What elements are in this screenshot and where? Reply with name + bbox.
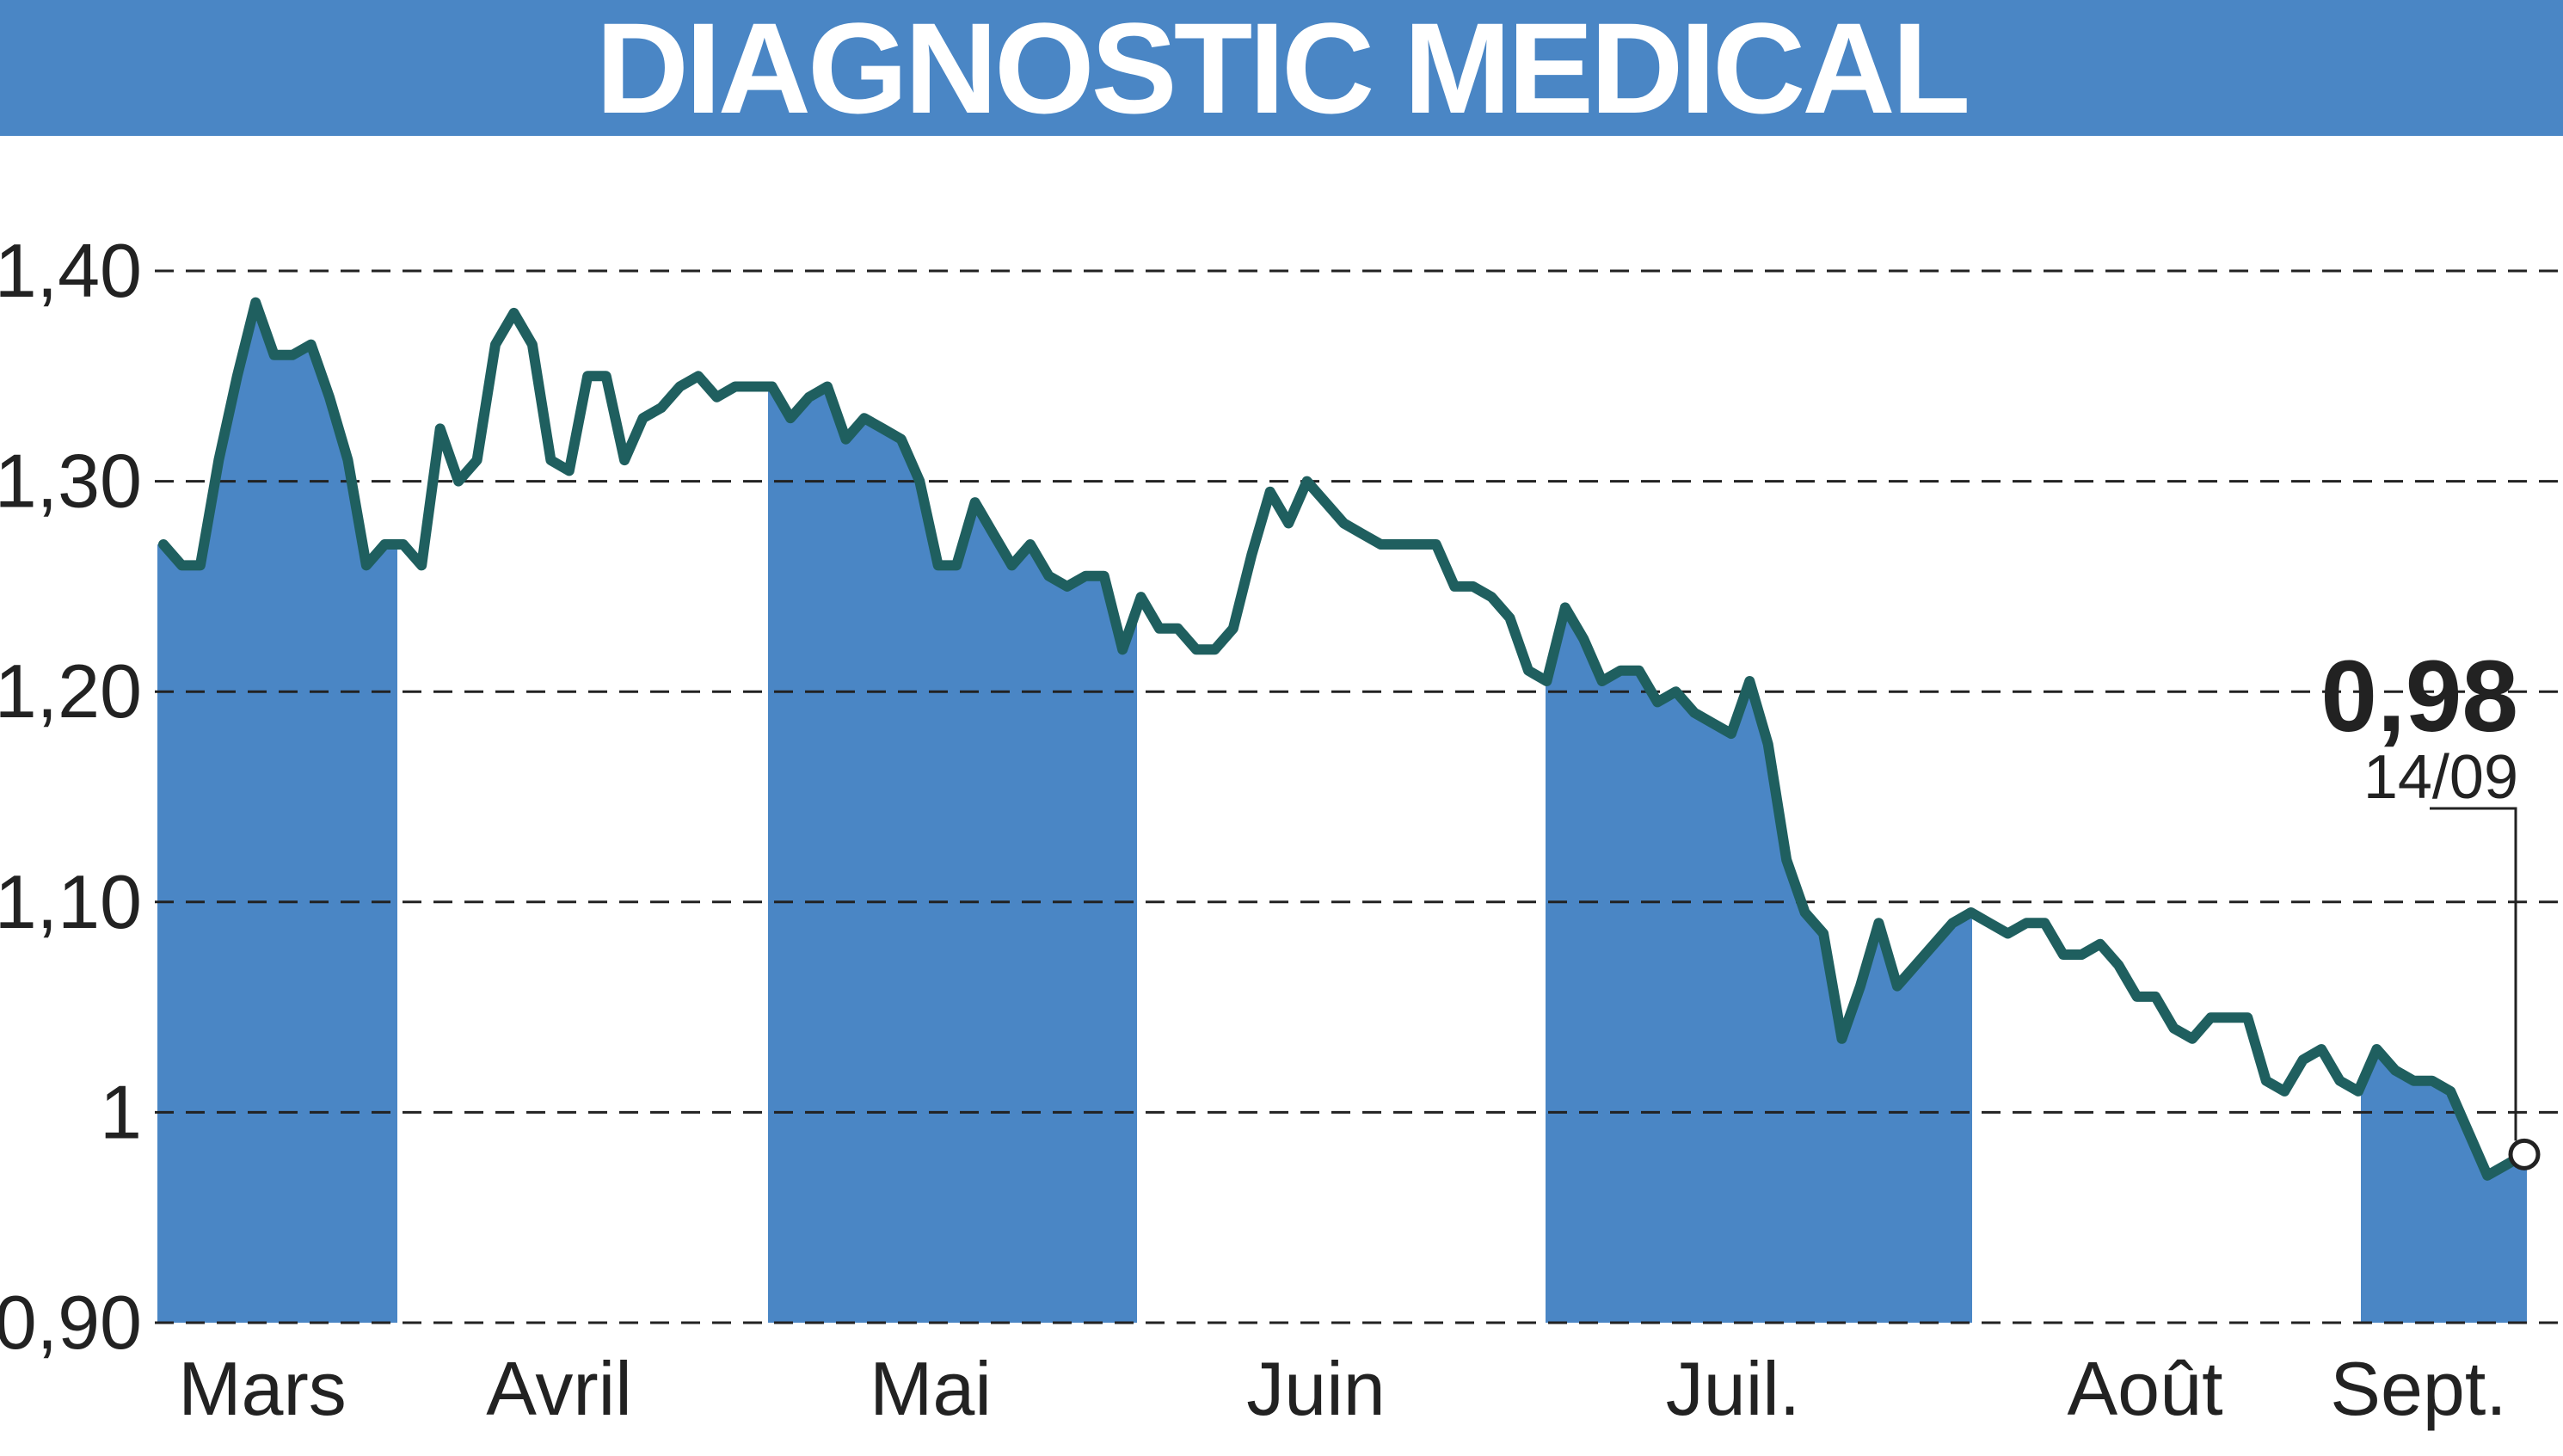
y-tick-label: 1,10 — [0, 859, 142, 944]
month-label: Juil. — [1666, 1346, 1801, 1431]
leader-line — [2430, 807, 2517, 1141]
header-bar: DIAGNOSTIC MEDICAL — [0, 0, 2563, 140]
price-line — [158, 297, 2529, 1181]
last-price-marker — [2508, 1138, 2541, 1170]
last-price-annotation: 0,98 14/09 — [2320, 640, 2541, 1170]
y-tick-label: 0,90 — [0, 1280, 142, 1365]
month-label: Août — [2067, 1346, 2222, 1431]
chart-title: DIAGNOSTIC MEDICAL — [595, 0, 1971, 140]
month-label: Avril — [486, 1346, 632, 1431]
month-label: Sept. — [2330, 1346, 2506, 1431]
month-label: Mai — [870, 1346, 992, 1431]
month-label: Mars — [178, 1346, 347, 1431]
y-tick-label: 1,40 — [0, 228, 142, 313]
y-tick-label: 1 — [100, 1069, 142, 1154]
x-axis-months: Mars Avril Mai Juin Juil. Août Sept. — [178, 1346, 2507, 1431]
last-price-date: 14/09 — [2363, 743, 2518, 812]
y-axis-ticks: 1,40 1,30 1,20 1,10 1 0,90 — [0, 228, 142, 1365]
month-label: Juin — [1246, 1346, 1385, 1431]
area-mask — [155, 194, 2563, 1176]
y-tick-label: 1,20 — [0, 648, 142, 734]
y-tick-label: 1,30 — [0, 439, 142, 524]
last-price-value: 0,98 — [2320, 640, 2518, 753]
